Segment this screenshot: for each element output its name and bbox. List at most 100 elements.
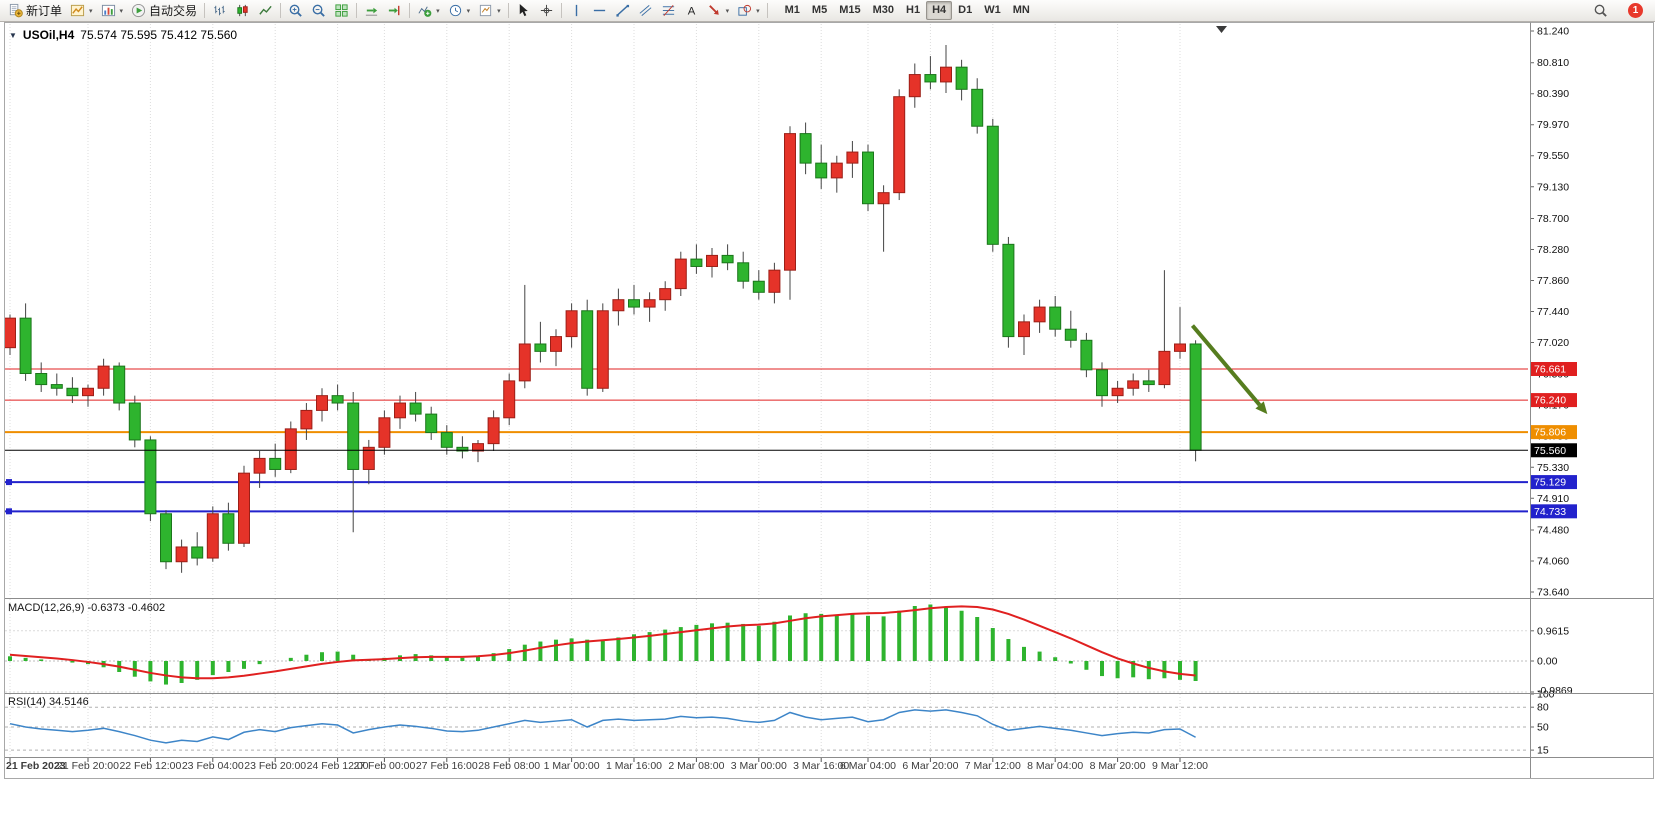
- auto-trading-icon: [131, 3, 146, 18]
- timeframe-m15-button[interactable]: M15: [839, 4, 861, 16]
- toolbar-separator: [356, 3, 358, 18]
- timeframe-h1-button[interactable]: H1: [906, 4, 921, 16]
- timeframe-w1-button[interactable]: W1: [984, 4, 1001, 16]
- arrows-button[interactable]: ▾: [703, 0, 734, 21]
- toolbar-separator: [766, 3, 768, 18]
- svg-text:7 Mar 12:00: 7 Mar 12:00: [965, 760, 1021, 772]
- chart-symbol-period: USOil,H4: [22, 28, 75, 42]
- search-button[interactable]: [1589, 0, 1612, 21]
- crosshair-button[interactable]: [535, 0, 558, 21]
- hline-74.733[interactable]: [5, 508, 1528, 515]
- svg-text:9 Mar 12:00: 9 Mar 12:00: [1152, 760, 1208, 772]
- timeframe-d1-button[interactable]: D1: [958, 4, 973, 16]
- trend-arrow[interactable]: [1190, 324, 1268, 415]
- chart-line-icon: [258, 3, 273, 18]
- chart-bars-button[interactable]: [208, 0, 231, 21]
- svg-text:0.00: 0.00: [1537, 656, 1558, 668]
- timeframe-m30-button[interactable]: M30: [872, 4, 895, 16]
- templates-button[interactable]: ▾: [474, 0, 505, 21]
- hline-75.129[interactable]: [5, 479, 1528, 486]
- chart-border: [4, 22, 1654, 779]
- text-label-button[interactable]: A: [680, 0, 703, 21]
- zoom-in-button[interactable]: [284, 0, 307, 21]
- trendline-icon: [615, 3, 630, 18]
- new-chart-button[interactable]: ▾: [66, 0, 97, 21]
- fibonacci-button[interactable]: [657, 0, 680, 21]
- tile-windows-icon: [334, 3, 349, 18]
- svg-text:76.240: 76.240: [1534, 395, 1566, 407]
- price-tag-75.806: 75.806: [1531, 425, 1577, 440]
- svg-text:50: 50: [1537, 722, 1549, 734]
- svg-text:8 Mar 20:00: 8 Mar 20:00: [1090, 760, 1146, 772]
- chart-candles-button[interactable]: [231, 0, 254, 21]
- timeframe-m5-button[interactable]: M5: [811, 4, 828, 16]
- zoom-out-button[interactable]: [307, 0, 330, 21]
- timeframe-m1-button[interactable]: M1: [784, 4, 800, 16]
- shapes-button[interactable]: ▾: [733, 0, 764, 21]
- chevron-down-icon: ▾: [756, 7, 760, 15]
- text-icon: A: [684, 3, 699, 18]
- svg-text:6 Mar 04:00: 6 Mar 04:00: [840, 760, 896, 772]
- chart-line-button[interactable]: [254, 0, 277, 21]
- vertical-line-icon: [569, 3, 584, 18]
- cursor-button[interactable]: [512, 0, 535, 21]
- svg-text:21 Feb 2023: 21 Feb 2023: [6, 760, 66, 772]
- svg-text:75.129: 75.129: [1534, 477, 1566, 489]
- zoom-out-icon: [311, 3, 326, 18]
- channel-icon: [638, 3, 653, 18]
- trendline-button[interactable]: [611, 0, 634, 21]
- svg-text:1 Mar 16:00: 1 Mar 16:00: [606, 760, 662, 772]
- vertical-line-button[interactable]: [565, 0, 588, 21]
- price-tag-76.661: 76.661: [1531, 362, 1577, 377]
- zoom-in-icon: [288, 3, 303, 18]
- timeframe-h4-button[interactable]: H4: [926, 1, 953, 20]
- svg-text:6 Mar 20:00: 6 Mar 20:00: [902, 760, 958, 772]
- notification-badge[interactable]: 1: [1628, 3, 1643, 18]
- svg-text:100: 100: [1537, 689, 1555, 701]
- collapse-triangle-icon[interactable]: ▼: [9, 30, 17, 40]
- svg-text:79.130: 79.130: [1537, 181, 1569, 193]
- chevron-down-icon: ▾: [466, 7, 471, 15]
- tile-windows-button[interactable]: [330, 0, 353, 21]
- price-tag-76.240: 76.240: [1531, 393, 1577, 408]
- new-order-button[interactable]: 新订单: [4, 0, 66, 21]
- crosshair-icon: [539, 3, 554, 18]
- toolbar-separator: [409, 3, 411, 18]
- svg-text:75.330: 75.330: [1537, 462, 1569, 474]
- auto-trading-button[interactable]: 自动交易: [127, 0, 201, 21]
- chart-ohlc-values: 75.574 75.595 75.412 75.560: [80, 28, 238, 42]
- fibonacci-icon: [661, 3, 676, 18]
- horizontal-line-button[interactable]: [588, 0, 611, 21]
- svg-text:2 Mar 08:00: 2 Mar 08:00: [668, 760, 724, 772]
- profiles-button[interactable]: ▾: [97, 0, 128, 21]
- toolbar-separator: [280, 3, 282, 18]
- svg-text:15: 15: [1537, 745, 1549, 757]
- chart-canvas[interactable]: 81.240 80.810 80.390 79.970 79.550 79.130 78.7…: [0, 22, 1655, 826]
- chart-shift-marker-icon[interactable]: [1216, 26, 1227, 33]
- price-tag-75.560: 75.560: [1531, 443, 1577, 458]
- macd-signal-line: [9, 605, 1196, 680]
- chart-shift-button[interactable]: [383, 0, 406, 21]
- indicators-icon: [417, 3, 432, 18]
- timeframe-mn-button[interactable]: MN: [1012, 4, 1030, 16]
- svg-text:27 Feb 00:00: 27 Feb 00:00: [353, 760, 415, 772]
- price-tag-74.733: 74.733: [1531, 504, 1577, 519]
- periods-button[interactable]: ▾: [444, 0, 475, 21]
- svg-text:3 Mar 16:00: 3 Mar 16:00: [793, 760, 849, 772]
- cursor-icon: [516, 3, 531, 18]
- chevron-down-icon: ▾: [497, 7, 501, 15]
- macd-label: MACD(12,26,9) -0.6373 -0.4602: [8, 602, 166, 614]
- svg-text:A: A: [687, 6, 695, 18]
- shapes-icon: [737, 3, 752, 18]
- toolbar: 新订单 ▾ ▾ 自动交易 ▾ ▾ ▾ A ▾ ▾ M1 M5 M15 M30 H1 H4 D1 W1 MN 1: [0, 0, 1655, 22]
- auto-scroll-button[interactable]: [360, 0, 383, 21]
- svg-text:23 Feb 04:00: 23 Feb 04:00: [182, 760, 244, 772]
- equidistant-channel-button[interactable]: [634, 0, 657, 21]
- indicators-button[interactable]: ▾: [413, 0, 444, 21]
- new-chart-icon: [70, 3, 85, 18]
- rsi-label: RSI(14) 34.5146: [8, 696, 89, 708]
- candlestick-series: [4, 45, 1202, 573]
- arrow-symbol-icon: [707, 3, 722, 18]
